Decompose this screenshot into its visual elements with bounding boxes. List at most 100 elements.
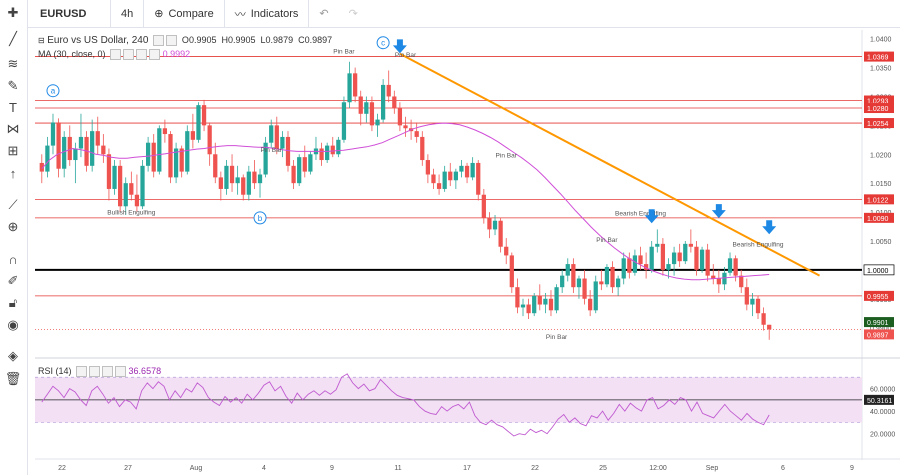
candle-body bbox=[431, 174, 436, 184]
trash-icon[interactable]: 🗑︎ bbox=[4, 371, 22, 386]
symbol-search[interactable]: EURUSD bbox=[0, 0, 111, 27]
candle-body bbox=[476, 162, 481, 195]
candle-body bbox=[677, 252, 682, 262]
candle-body bbox=[621, 258, 626, 279]
candle-body bbox=[347, 73, 352, 103]
main-pane bbox=[35, 30, 862, 355]
candle-body bbox=[643, 264, 649, 270]
undo-button[interactable]: ↶ bbox=[319, 8, 329, 20]
prediction-icon[interactable]: ⊞ bbox=[7, 143, 19, 158]
candle-body bbox=[481, 194, 486, 218]
wave-marker-label: a bbox=[51, 87, 56, 96]
compare-button[interactable]: ⊕ Compare bbox=[144, 0, 225, 27]
rsi-close-icon[interactable] bbox=[102, 366, 114, 378]
chart-title: Euro vs US Dollar, 240 bbox=[47, 35, 149, 46]
candle-body bbox=[604, 266, 610, 285]
candle-body bbox=[632, 255, 638, 273]
x-tick-label: Aug bbox=[190, 465, 203, 472]
crosshair-icon[interactable]: ✚ bbox=[7, 5, 19, 20]
ma-settings-icon[interactable] bbox=[123, 49, 135, 61]
y-tick-label: 1.0050 bbox=[870, 239, 892, 246]
cursor-icon[interactable]: ↑ bbox=[9, 165, 17, 181]
candle-body bbox=[129, 183, 134, 195]
ruler-icon[interactable]: ⟋ bbox=[8, 197, 18, 212]
lock-drawing-icon[interactable]: ✐ bbox=[7, 273, 19, 288]
wave-marker-label: b bbox=[258, 214, 263, 223]
price-legend: ⊟ Euro vs US Dollar, 240 O0.9905 H0.9905… bbox=[38, 35, 333, 47]
pattern-annotation: Pin Bar bbox=[261, 147, 283, 154]
candle-body bbox=[649, 246, 654, 270]
candle-body bbox=[722, 272, 727, 285]
pattern-icon[interactable]: ⋈ bbox=[6, 121, 20, 136]
x-tick-label: 11 bbox=[394, 465, 401, 472]
redo-button[interactable]: ↷ bbox=[348, 8, 358, 20]
ma-value: 0.9992 bbox=[162, 49, 191, 59]
candle-body bbox=[565, 264, 570, 276]
text-icon[interactable]: T bbox=[9, 99, 17, 115]
layers-icon[interactable]: ◈ bbox=[8, 348, 18, 363]
rsi-visibility-icon[interactable] bbox=[76, 366, 88, 378]
candle-body bbox=[302, 157, 307, 172]
candle-body bbox=[73, 148, 78, 161]
ma-visibility-icon[interactable] bbox=[110, 49, 122, 61]
eye-icon[interactable]: ◉ bbox=[7, 317, 19, 332]
candle-body bbox=[425, 160, 431, 175]
candle-body bbox=[190, 131, 196, 140]
level-price-label: 1.0000 bbox=[867, 268, 889, 275]
candle-body bbox=[733, 258, 738, 276]
legend-settings-icon[interactable] bbox=[152, 35, 164, 47]
candle-body bbox=[375, 119, 380, 126]
rsi-tick-label: 20.0000 bbox=[870, 432, 895, 439]
candle-body bbox=[571, 264, 576, 288]
candle-body bbox=[526, 304, 531, 314]
x-tick-label: Sep bbox=[706, 465, 719, 472]
candle-body bbox=[364, 102, 369, 114]
interval-button[interactable]: 4h bbox=[111, 0, 145, 27]
y-tick-label: 0.9900 bbox=[870, 326, 892, 333]
x-tick-label: 22 bbox=[58, 465, 66, 472]
candle-body bbox=[62, 136, 67, 169]
brush-icon[interactable]: ✎ bbox=[7, 78, 19, 93]
indicators-icon: 〰 bbox=[234, 8, 246, 21]
collapse-icon[interactable]: ⊟ bbox=[38, 36, 45, 45]
candle-body bbox=[341, 102, 347, 140]
candle-body bbox=[106, 154, 112, 189]
zoom-icon[interactable]: ⊕ bbox=[7, 219, 19, 234]
candle-body bbox=[101, 145, 106, 155]
candle-body bbox=[576, 278, 582, 288]
candle-body bbox=[257, 174, 263, 184]
indicators-button[interactable]: 〰 Indicators bbox=[225, 0, 310, 27]
candle-body bbox=[185, 131, 190, 172]
candle-body bbox=[67, 136, 72, 161]
fib-icon[interactable]: ≋ bbox=[7, 56, 19, 71]
ma-line bbox=[41, 122, 770, 281]
candle-body bbox=[358, 96, 363, 114]
magnet-icon[interactable]: ∩ bbox=[8, 251, 18, 267]
ma-more-icon[interactable] bbox=[149, 49, 161, 61]
rsi-tick-label: 60.0000 bbox=[870, 387, 895, 394]
candle-body bbox=[638, 255, 643, 265]
lock-icon[interactable]: 🔓︎ bbox=[8, 295, 18, 310]
level-price-tag bbox=[864, 103, 894, 114]
ma-close-icon[interactable] bbox=[136, 49, 148, 61]
candle-body bbox=[599, 281, 604, 285]
level-price-label: 1.0280 bbox=[867, 106, 889, 113]
candle-body bbox=[504, 246, 509, 256]
rsi-settings-icon[interactable] bbox=[89, 366, 101, 378]
trendline-icon[interactable]: ╱ bbox=[9, 31, 17, 46]
legend-close-icon[interactable] bbox=[165, 35, 177, 47]
ma-legend: MA (30, close, 0) 0.9992 bbox=[38, 49, 191, 61]
down-arrow-icon bbox=[644, 209, 659, 224]
rsi-more-icon[interactable] bbox=[115, 366, 127, 378]
wave-marker-label: c bbox=[381, 39, 385, 48]
candle-body bbox=[241, 177, 246, 195]
candle-body bbox=[610, 266, 615, 288]
close-value: 0.9897 bbox=[304, 35, 333, 45]
rsi-value: 36.6578 bbox=[128, 366, 162, 376]
pattern-annotation: Pin Bar bbox=[333, 49, 355, 56]
x-tick-label: 22 bbox=[531, 465, 539, 472]
candle-body bbox=[470, 162, 475, 178]
candle-body bbox=[582, 278, 587, 299]
candle-body bbox=[246, 171, 251, 195]
